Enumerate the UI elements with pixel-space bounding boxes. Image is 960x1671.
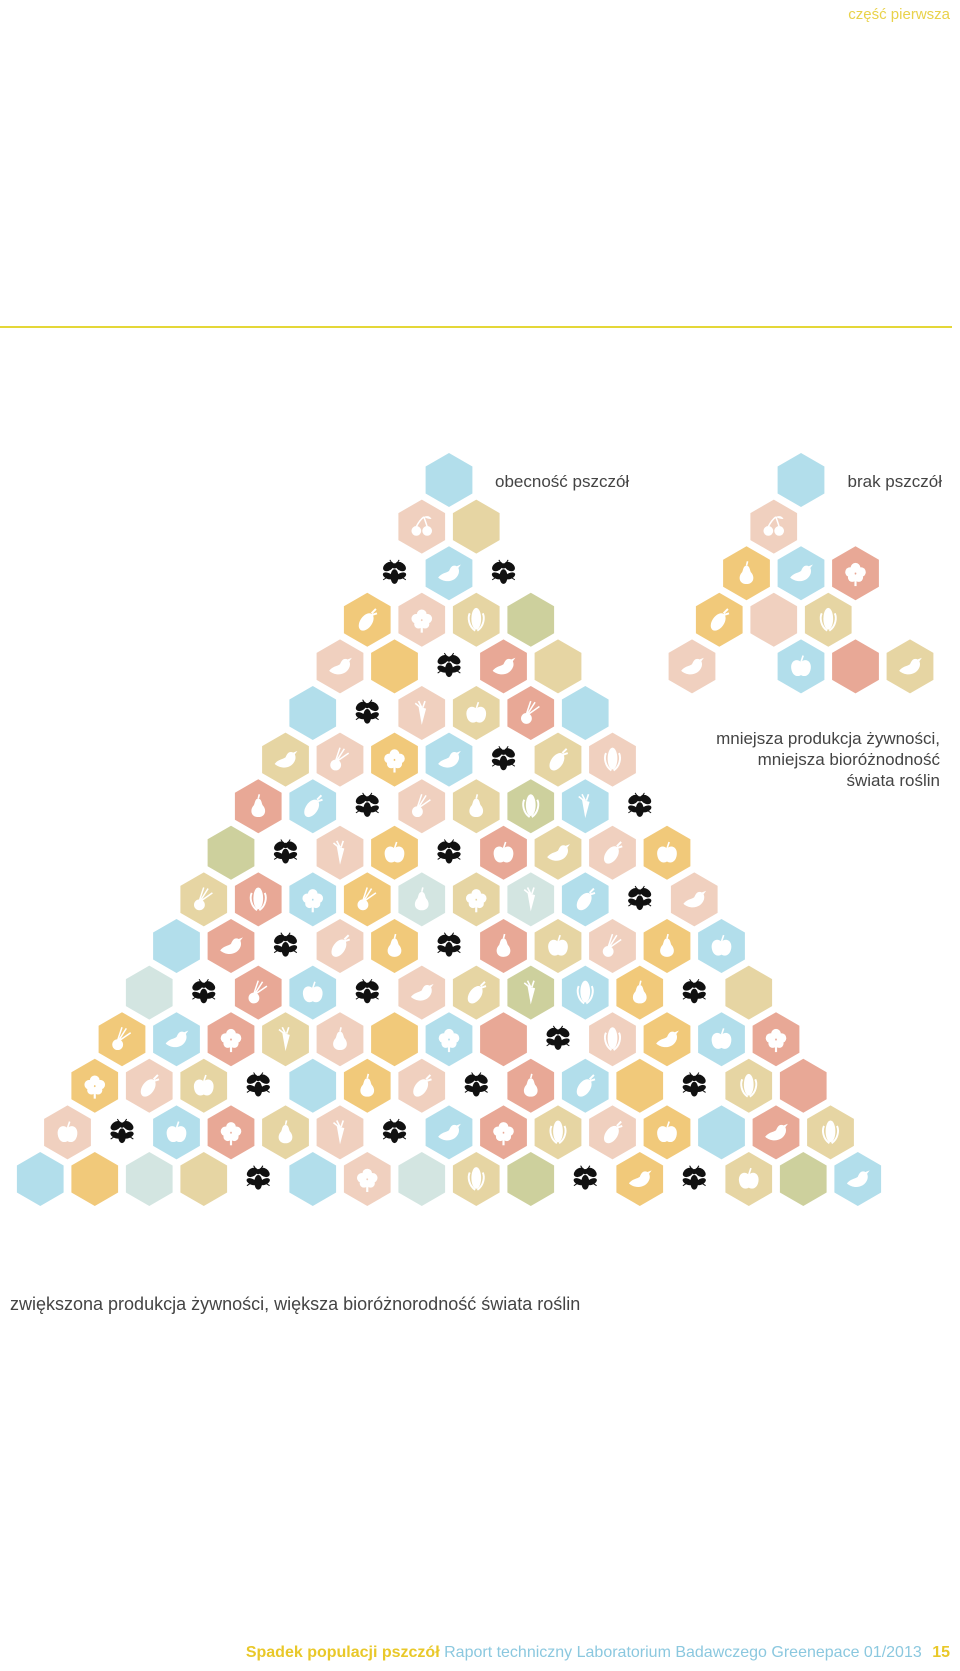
bee-icon [108,1118,136,1144]
hex-cell [452,872,500,927]
bee-icon [680,1165,708,1191]
hex-cell [398,499,446,554]
hex-cell [750,592,798,647]
hex-cell [207,1012,255,1067]
bee-icon [680,1071,708,1097]
hex-cell [507,1152,555,1206]
hex-cell [371,732,418,787]
bee-icon [680,978,708,1004]
bee-icon [626,792,654,818]
bee-icon [353,978,381,1004]
hex-cell [343,1152,391,1206]
bee-icon [353,792,381,818]
bee-icon [489,559,518,585]
hex-cell [534,639,582,694]
caption-less-line-2: mniejsza bioróżnodność [757,750,940,769]
hex-cell [289,1152,337,1206]
hex-pyramid-bees-present [16,453,882,1206]
bee-icon [271,838,300,864]
hex-cell [779,1152,827,1206]
bee-icon [435,838,463,864]
header-rule [0,326,952,328]
hex-cell [398,592,446,647]
bee-icon [571,1165,599,1191]
hex-pyramid-bees-absent [668,453,934,694]
footer-title: Spadek populacji pszczół [245,1644,440,1661]
hex-cell [832,546,879,601]
hex-cell [480,1105,527,1160]
bee-icon [380,1118,409,1144]
section-label: część pierwsza [848,6,950,23]
hex-cell [125,1152,173,1206]
hex-cell [750,499,798,554]
caption-less-production: mniejsza produkcja żywności, mniejsza bi… [716,728,940,791]
hex-cell [289,686,337,740]
hex-cell [125,965,173,1020]
bee-icon [380,559,409,585]
hex-cell [752,1012,800,1067]
hex-cell [71,1152,119,1206]
page-footer: Spadek populacji pszczół Raport technicz… [246,1644,950,1668]
hex-cell [725,965,773,1020]
bee-icon [244,1071,272,1097]
hex-cell [289,1058,337,1113]
bee-icon [462,1071,490,1097]
bee-icon [489,745,518,771]
legend-bees-absent: brak pszczół [847,472,942,491]
legend-bees-present: obecność pszczół [495,472,630,491]
hex-cell [425,453,473,507]
hex-cell [452,499,500,554]
hex-cell [371,1012,418,1067]
hex-cell [507,592,555,647]
hex-cell [16,1152,64,1206]
hex-cell [180,1152,228,1206]
hex-cell [398,1152,446,1206]
bee-icon [626,885,654,911]
bee-icon [435,652,463,678]
hex-cell [289,872,337,927]
caption-less-line-1: mniejsza produkcja żywności, [716,729,940,748]
hex-cell [616,1058,664,1113]
hex-cell [561,686,609,740]
page-number: 15 [932,1644,950,1661]
bee-icon [190,978,218,1004]
footer-report-name: Raport techniczny Laboratorium Badawczeg… [444,1644,922,1661]
hex-cell [480,1012,527,1067]
hex-cell [207,825,255,880]
bee-icon [353,699,381,725]
hex-cell [71,1058,119,1113]
caption-less-line-3: świata roślin [846,771,940,790]
bee-icon [271,932,300,958]
hex-cell [153,919,200,973]
bee-icon [244,1165,272,1191]
bee-icon [544,1025,572,1051]
bee-icon [435,932,463,958]
hex-cell [207,1105,255,1160]
hex-cell [832,639,879,694]
hex-cell [698,1105,745,1160]
hex-cell [779,1058,827,1113]
caption-more-production: zwiększona produkcja żywności, większa b… [10,1294,581,1314]
hex-cell [777,453,825,507]
hex-cell [371,639,418,694]
hex-cell [425,1012,473,1067]
